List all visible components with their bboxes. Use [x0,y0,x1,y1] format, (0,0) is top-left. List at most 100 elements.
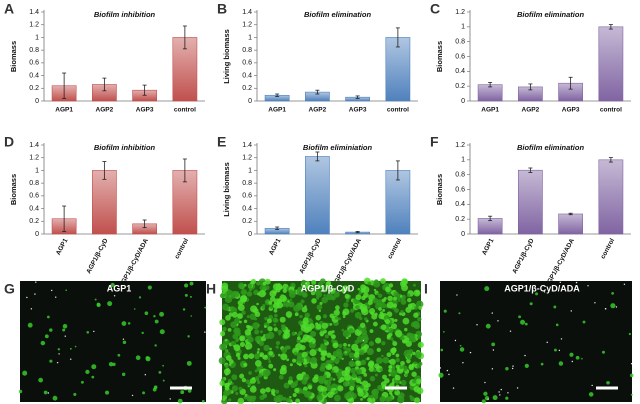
cell [239,341,246,348]
error-bar [568,76,573,90]
cell [364,317,368,321]
speck [64,335,66,337]
cell [406,358,411,364]
cell [268,314,274,320]
cell [283,382,290,389]
error-bar [608,24,613,30]
cell [414,397,421,404]
cell [458,312,461,315]
cell [289,298,293,302]
cell [309,349,317,357]
chart-title: Biofilm inhibition [94,10,156,19]
cell [307,385,313,390]
cell [320,285,328,293]
cell [400,299,407,305]
cell [246,291,253,297]
cell [342,315,346,319]
y-axis-label: Biomass [435,41,444,72]
cell [369,375,376,382]
cell [319,330,325,336]
x-tick-label: AGP2 [522,107,540,114]
chart-title: Biofilm elimination [304,10,372,19]
cell [322,374,327,379]
cell [162,379,165,382]
cell [382,308,386,312]
cell [44,334,49,339]
cell [94,298,97,301]
bar [304,156,330,235]
cell [416,387,424,395]
cell [259,284,267,292]
cell [153,315,156,318]
speck [512,365,514,367]
cell [278,333,281,336]
speck [169,398,171,400]
y-axis-label: Living biomass [222,162,231,217]
cell [408,364,415,371]
cell [396,297,400,300]
cell [361,380,369,388]
y-tick-label: 0 [461,98,465,105]
y-tick-label: 1.2 [242,155,252,162]
speck [487,398,489,400]
cell [262,393,268,399]
cell [27,322,33,328]
cell [397,394,402,399]
speck [34,293,36,295]
cell [285,311,293,318]
cell [335,305,340,311]
cell [283,331,291,339]
cell [355,305,360,310]
cell [189,295,192,298]
cell [305,284,311,290]
error-bar [355,95,360,99]
speck [26,296,28,299]
cell [252,322,260,330]
cell [302,373,310,381]
cell [285,397,291,403]
cell [386,352,392,358]
cell [235,352,241,358]
cell [96,302,101,308]
cell [274,313,278,318]
y-tick-label: 0.8 [242,180,252,187]
cell [327,330,333,336]
cell [278,374,284,380]
image-label: AGP1/β-CyD [301,283,355,293]
cell [222,398,226,402]
cell [159,311,165,317]
error-bar [142,219,147,229]
cell [298,320,303,326]
speck [70,358,72,360]
cell [628,332,631,336]
cell [286,358,290,362]
x-tick-label: AGP1 [55,237,70,256]
cell [321,322,329,329]
cell [367,281,372,286]
error-bar [568,212,573,216]
cell [412,351,416,356]
cell [112,362,116,367]
cell [154,344,157,347]
cell [248,283,252,288]
cell [273,308,278,313]
cell [381,341,386,346]
cell [223,368,231,376]
cell [65,289,68,292]
cell [319,366,326,372]
cell [491,342,496,347]
y-tick-label: 0.2 [29,218,39,225]
cell [555,323,559,327]
speck [543,291,546,293]
cell [234,328,239,333]
cell [221,285,229,293]
cell [296,356,304,364]
cell [259,354,263,358]
micrograph [440,281,632,402]
speck [446,369,449,372]
cell [334,389,339,394]
cell [327,363,332,368]
cell [255,281,261,286]
cell [275,340,281,346]
cell [162,364,165,367]
